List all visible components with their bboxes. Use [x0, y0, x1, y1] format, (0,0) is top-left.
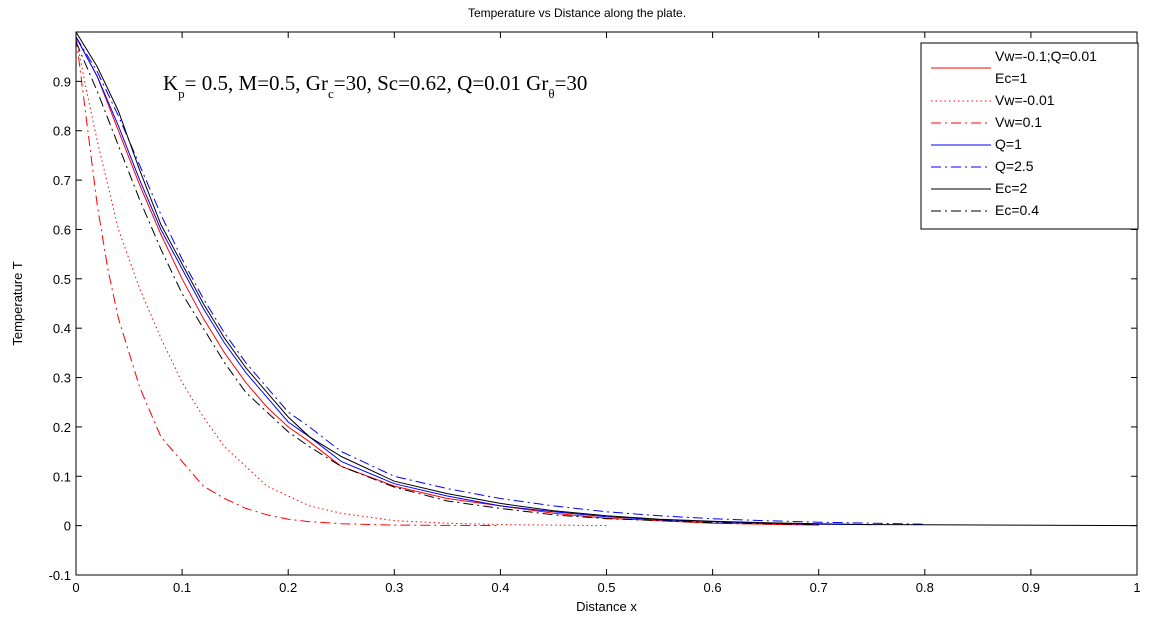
x-axis-label: Distance x [576, 599, 637, 614]
y-tick-label: -0.1 [49, 568, 71, 583]
legend-label: Q=2.5 [995, 158, 1034, 174]
series-line-3 [76, 36, 501, 527]
legend-label: Vw=-0.01 [995, 92, 1055, 108]
x-tick-label: 0.8 [916, 580, 934, 595]
y-tick-label: 0.6 [53, 222, 71, 237]
y-tick-label: 0.4 [53, 321, 71, 336]
series-layer [76, 32, 1137, 527]
legend-label: Vw=0.1 [995, 114, 1042, 130]
series-line-2 [76, 36, 607, 527]
y-tick-label: 0.9 [53, 74, 71, 89]
legend-label: Ec=0.4 [995, 202, 1039, 218]
y-tick-label: 0.1 [53, 469, 71, 484]
x-tick-label: 0.1 [173, 580, 191, 595]
parameter-annotation: Kp= 0.5, M=0.5, Grc=30, Sc=0.62, Q=0.01 … [163, 71, 587, 101]
x-tick-label: 0.4 [491, 580, 509, 595]
x-tick-label: 0.7 [810, 580, 828, 595]
ticks-layer: 0 0.1 0.2 0.3 0.4 0.5 0.6 0.7 0.8 0.9 1-0.100.10.2… [49, 32, 1141, 595]
series-line-7 [76, 41, 819, 526]
x-tick-label: 0.2 [279, 580, 297, 595]
series-line-1 [76, 36, 819, 526]
y-tick-label: 0.7 [53, 173, 71, 188]
legend-label: Vw=-0.1;Q=0.01 [995, 48, 1097, 64]
series-line-6 [76, 32, 1137, 527]
chart-title: Temperature vs Distance along the plate. [468, 6, 686, 20]
legend: Vw=-0.1;Q=0.01 Ec=1 Vw=-0.01 Vw=0.1 Q=1 Q=2.5… [920, 42, 1139, 230]
y-axis-label: Temperature T [10, 261, 25, 345]
x-tick-label: 0.3 [385, 580, 403, 595]
x-tick-label: 0.6 [704, 580, 722, 595]
y-tick-label: 0.3 [53, 371, 71, 386]
y-tick-label: 0.8 [53, 124, 71, 139]
x-tick-label: 0 [72, 580, 79, 595]
x-tick-label: 0.9 [1022, 580, 1040, 595]
legend-label: Ec=2 [995, 180, 1028, 196]
x-tick-label: 1 [1133, 580, 1140, 595]
series-line-5 [76, 36, 925, 525]
y-tick-label: 0 [64, 519, 71, 534]
legend-label: Q=1 [995, 136, 1022, 152]
legend-box [920, 42, 1139, 230]
y-tick-label: 0.2 [53, 420, 71, 435]
x-tick-label: 0.5 [597, 580, 615, 595]
series-line-4 [76, 36, 872, 526]
y-tick-label: 0.5 [53, 272, 71, 287]
legend-label-line2: Ec=1 [995, 70, 1028, 86]
